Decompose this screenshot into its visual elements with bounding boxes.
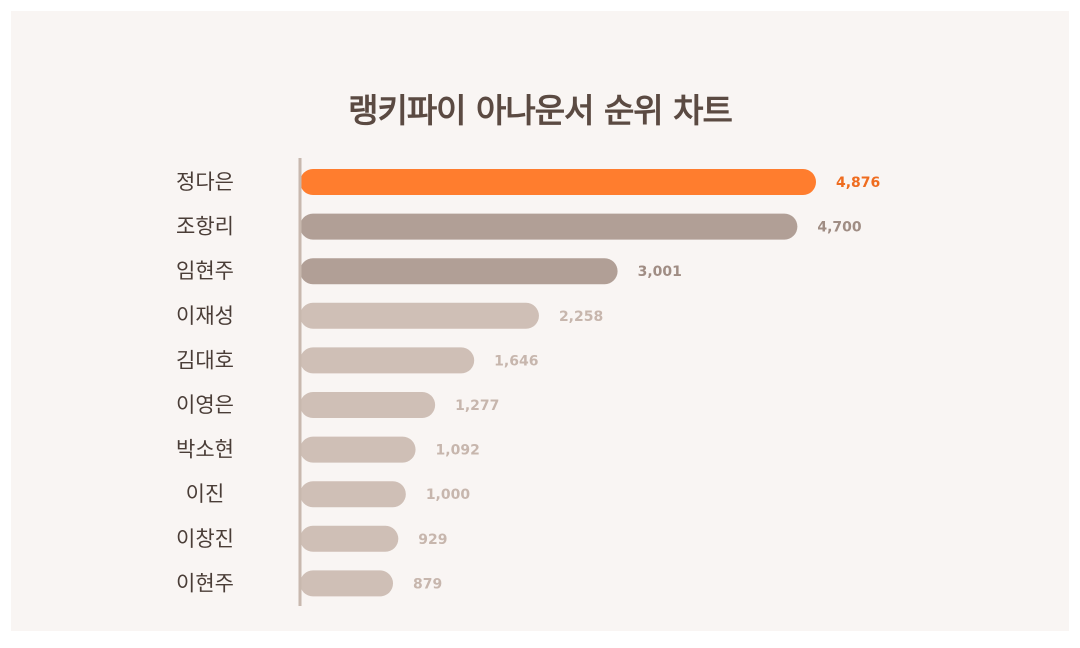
bar-6 — [300, 392, 436, 418]
category-label-7: 박소현 — [176, 438, 234, 462]
category-label-6: 이영은 — [176, 393, 234, 417]
bar-2 — [300, 213, 798, 240]
chart-panel — [11, 11, 1069, 631]
category-label-3: 임현주 — [176, 259, 234, 283]
value-label-3: 3,001 — [638, 264, 682, 280]
category-label-5: 김대호 — [176, 348, 234, 372]
value-label-9: 929 — [418, 532, 447, 548]
bar-8 — [300, 481, 406, 508]
category-label-4: 이재성 — [176, 304, 234, 328]
category-label-8: 이진 — [186, 482, 225, 506]
bar-10 — [300, 570, 394, 597]
value-label-2: 4,700 — [817, 220, 862, 236]
value-label-7: 1,092 — [436, 443, 480, 459]
value-label-8: 1,000 — [426, 487, 471, 503]
bar-3 — [300, 258, 618, 285]
category-label-2: 조항리 — [176, 215, 234, 239]
value-label-1: 4,876 — [836, 175, 880, 191]
value-label-5: 1,646 — [494, 353, 538, 369]
category-label-10: 이현주 — [176, 571, 234, 595]
value-label-6: 1,277 — [455, 398, 499, 414]
value-label-10: 879 — [413, 576, 442, 592]
bar-1 — [300, 169, 816, 195]
category-label-9: 이창진 — [176, 527, 234, 551]
bar-5 — [300, 347, 475, 374]
value-label-4: 2,258 — [559, 309, 603, 325]
bar-9 — [300, 525, 399, 552]
bar-7 — [300, 436, 416, 463]
chart-title: 랭키파이 아나운서 순위 차트 — [348, 91, 733, 130]
bar-4 — [300, 302, 539, 329]
category-label-1: 정다은 — [176, 170, 234, 194]
